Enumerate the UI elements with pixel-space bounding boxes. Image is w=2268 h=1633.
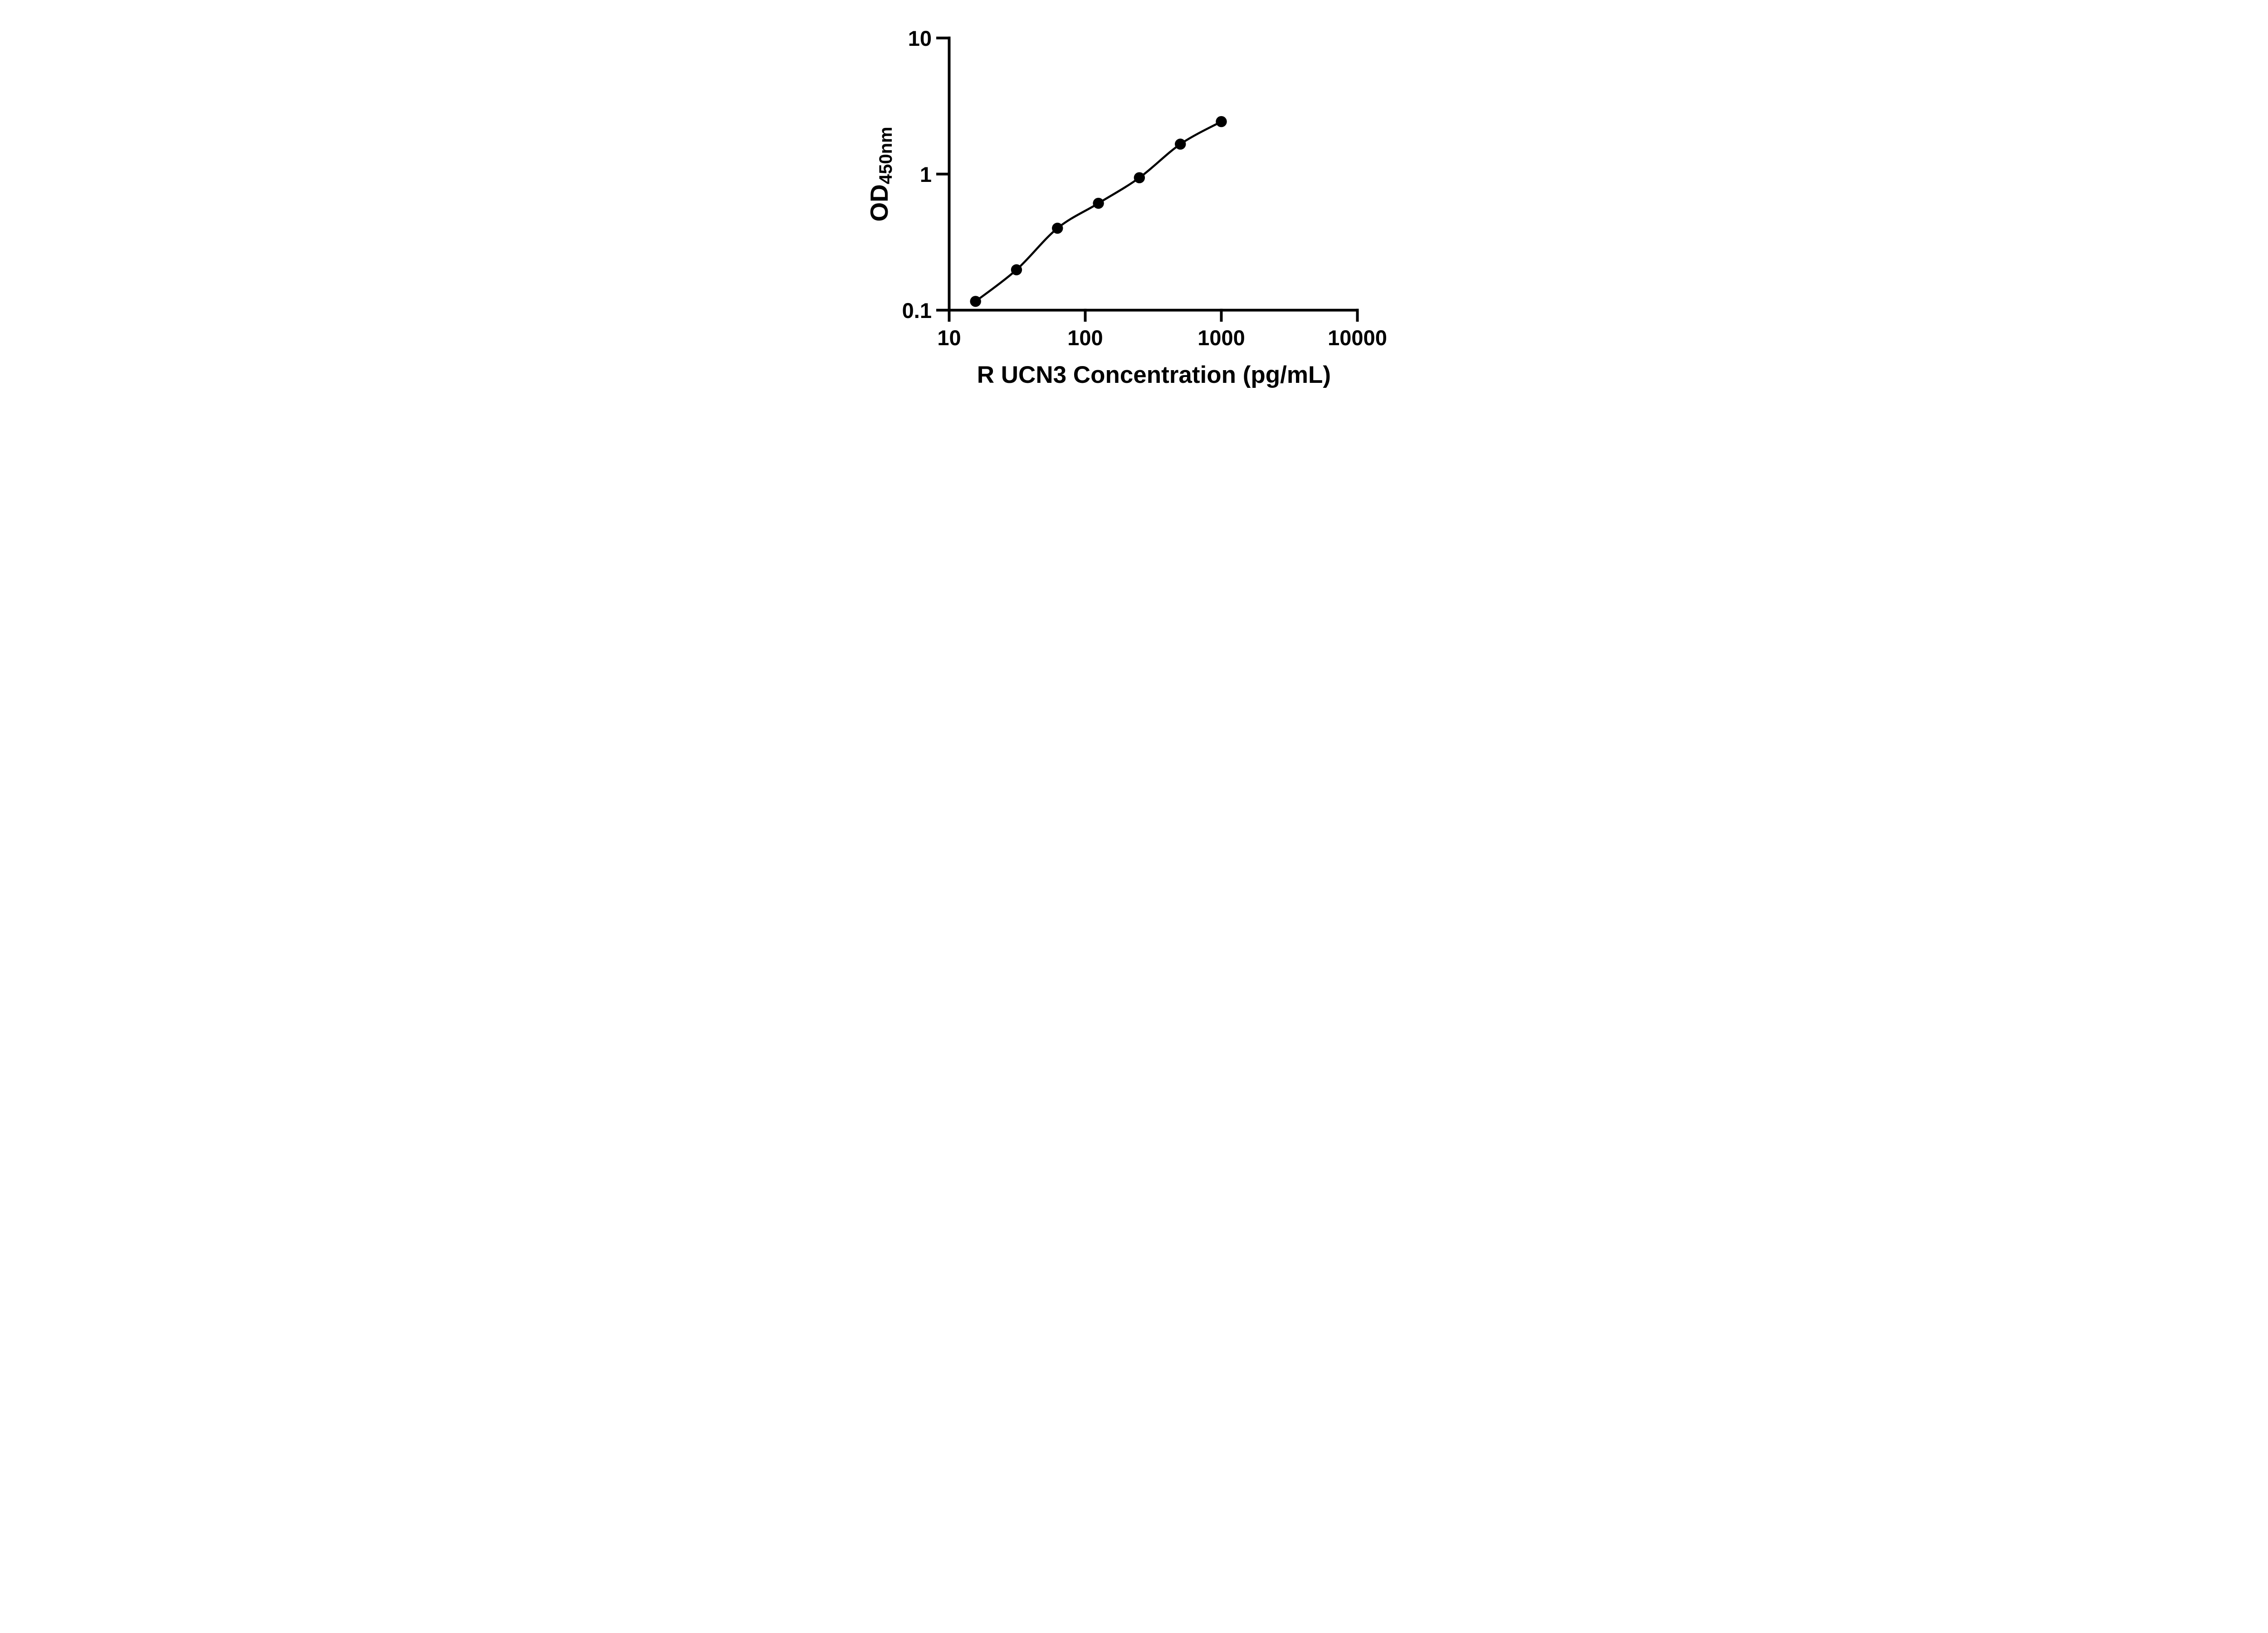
plot-canvas: 0.1 1 10 10 100 1000 10000 R UCN3 Concentrati… — [848, 0, 1420, 408]
data-point-marker — [1174, 138, 1186, 150]
y-tick — [936, 308, 951, 312]
x-tick-label: 10000 — [1328, 326, 1387, 350]
data-point-marker — [1052, 222, 1063, 234]
x-axis-line — [948, 308, 1359, 312]
x-axis-tick-labels: 10 100 1000 10000 — [937, 326, 1387, 350]
elisa-standard-curve-figure: 0.1 1 10 10 100 1000 10000 R UCN3 Concentrati… — [848, 0, 1420, 408]
x-tick-label: 100 — [1067, 326, 1103, 350]
y-axis-tick-labels: 0.1 1 10 — [902, 26, 932, 323]
y-tick-label: 10 — [908, 26, 932, 50]
y-tick-label: 0.1 — [902, 298, 932, 323]
y-axis-ticks — [936, 36, 951, 312]
data-point-marker — [1011, 264, 1022, 275]
x-axis-ticks — [948, 308, 1359, 322]
x-tick — [1356, 308, 1359, 322]
plot-background — [848, 0, 1420, 408]
x-tick — [1220, 308, 1223, 322]
x-tick-label: 1000 — [1198, 326, 1245, 350]
y-axis-title-base: OD — [865, 184, 893, 222]
x-tick — [1084, 308, 1087, 322]
y-tick — [936, 36, 951, 39]
y-axis-title: OD450nm — [865, 127, 896, 221]
y-axis-title-subscript: 450nm — [876, 127, 896, 184]
data-point-marker — [1134, 172, 1145, 184]
x-tick — [948, 308, 951, 322]
x-axis-title: R UCN3 Concentration (pg/mL) — [977, 362, 1331, 388]
data-point-marker — [1093, 197, 1104, 209]
data-point-marker — [970, 296, 981, 307]
y-tick-label: 1 — [920, 162, 932, 186]
y-tick — [936, 172, 951, 176]
data-points — [970, 116, 1227, 307]
data-point-marker — [1216, 116, 1227, 127]
x-tick-label: 10 — [937, 326, 961, 350]
